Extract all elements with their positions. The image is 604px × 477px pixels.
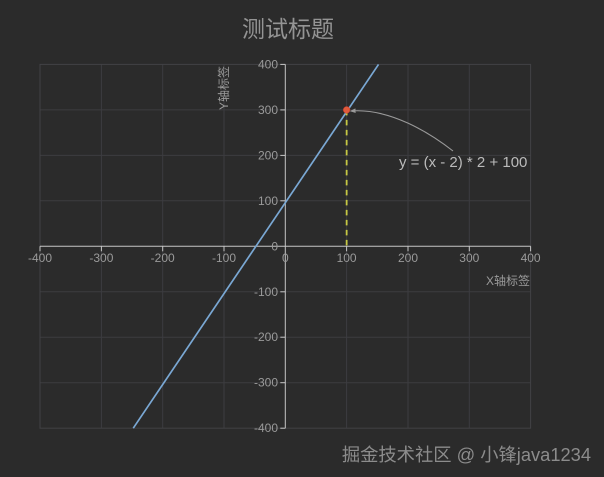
- svg-text:0: 0: [271, 239, 278, 253]
- svg-text:300: 300: [258, 103, 278, 117]
- svg-text:-300: -300: [254, 376, 278, 390]
- svg-text:-200: -200: [254, 330, 278, 344]
- svg-text:100: 100: [258, 194, 278, 208]
- svg-text:0: 0: [282, 251, 289, 265]
- svg-text:300: 300: [459, 251, 479, 265]
- svg-text:400: 400: [258, 57, 278, 71]
- svg-text:-100: -100: [254, 285, 278, 299]
- svg-text:X轴标签: X轴标签: [486, 273, 530, 288]
- svg-text:-400: -400: [254, 421, 278, 435]
- svg-text:200: 200: [398, 251, 418, 265]
- svg-text:掘金技术社区 @ 小锋java1234: 掘金技术社区 @ 小锋java1234: [342, 444, 591, 465]
- svg-text:-200: -200: [151, 251, 175, 265]
- svg-text:测试标题: 测试标题: [242, 16, 334, 42]
- svg-text:y = (x - 2) * 2 + 100: y = (x - 2) * 2 + 100: [399, 154, 527, 171]
- svg-text:-300: -300: [89, 251, 113, 265]
- svg-text:200: 200: [258, 148, 278, 162]
- svg-text:100: 100: [337, 251, 357, 265]
- svg-text:-100: -100: [212, 251, 236, 265]
- svg-text:400: 400: [521, 251, 541, 265]
- svg-text:Y轴标签: Y轴标签: [216, 66, 231, 110]
- svg-text:-400: -400: [28, 251, 52, 265]
